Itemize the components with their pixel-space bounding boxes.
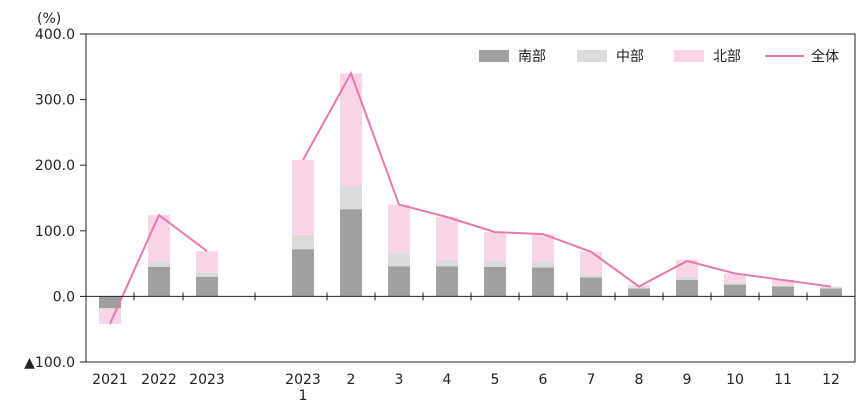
bar-2 <box>340 185 362 210</box>
bar-2 <box>676 276 698 280</box>
y-axis-unit: (%) <box>37 11 61 27</box>
x-tick-label: 3 <box>395 372 404 388</box>
x-tick-label: 11 <box>774 372 792 388</box>
axes-group: 400.0 300.0 200.0 100.0 0.0 ▲100.0 2021 2022 202… <box>24 27 856 401</box>
plot-frame <box>85 33 856 363</box>
legend-label-3: 北部 <box>713 49 741 65</box>
bars-group <box>99 73 842 324</box>
x-tick-label: 7 <box>587 372 596 388</box>
x-tick-label: 8 <box>635 372 644 388</box>
bar-1 <box>772 286 794 297</box>
legend-label-2: 中部 <box>616 49 644 65</box>
y-tick-label: 0.0 <box>53 289 75 305</box>
y-tick-label: ▲100.0 <box>24 355 75 371</box>
x-tick-label: 2 <box>347 372 356 388</box>
bar-2 <box>772 285 794 287</box>
x-tick-label: 5 <box>491 372 500 388</box>
x-tick-label: 2023 <box>189 372 225 388</box>
bar-2 <box>484 260 506 267</box>
bar-2 <box>724 282 746 285</box>
bar-1 <box>820 288 842 297</box>
bar-1 <box>340 209 362 297</box>
bar-2 <box>388 253 410 267</box>
y-tick-label: 400.0 <box>35 27 75 43</box>
bar-2 <box>99 308 121 311</box>
bar-2 <box>436 259 458 267</box>
bar-3 <box>436 217 458 260</box>
legend-label-1: 南部 <box>518 49 546 65</box>
bar-2 <box>292 234 314 250</box>
x-tick-label: 10 <box>726 372 744 388</box>
bar-1 <box>532 267 554 297</box>
x-tick-label: 4 <box>443 372 452 388</box>
legend-swatch-3 <box>674 50 704 62</box>
y-tick-label: 100.0 <box>35 224 75 240</box>
bar-2 <box>196 272 218 277</box>
y-tick-label: 200.0 <box>35 158 75 174</box>
bar-2 <box>580 274 602 278</box>
bar-2 <box>148 261 170 267</box>
legend-label-line: 全体 <box>811 48 839 65</box>
x-tick-label: 2021 <box>92 372 128 388</box>
legend-swatch-1 <box>479 50 509 62</box>
bar-3 <box>772 280 794 286</box>
line-series-segment-2 <box>302 70 832 288</box>
x-tick-label: 9 <box>683 372 692 388</box>
bar-1 <box>484 266 506 297</box>
legend-swatch-2 <box>577 50 607 62</box>
x-tick-label: 2022 <box>141 372 177 388</box>
x-tick-label: 6 <box>539 372 548 388</box>
bar-1 <box>196 276 218 297</box>
x-tick-label: 2023 <box>285 372 321 388</box>
bar-3 <box>196 251 218 273</box>
bar-2 <box>628 287 650 289</box>
bar-1 <box>436 266 458 297</box>
line-group <box>109 70 832 325</box>
bar-1 <box>99 296 121 309</box>
bar-1 <box>580 277 602 297</box>
x-tick-label: 12 <box>822 372 840 388</box>
bar-1 <box>724 284 746 297</box>
line-series-segment-1 <box>109 213 208 325</box>
bar-1 <box>388 266 410 297</box>
bar-1 <box>292 249 314 297</box>
bar-2 <box>532 261 554 268</box>
bar-1 <box>148 266 170 297</box>
bar-1 <box>628 288 650 297</box>
bar-3 <box>484 232 506 261</box>
bar-3 <box>724 273 746 283</box>
bar-3 <box>532 234 554 262</box>
bar-3 <box>340 73 362 186</box>
bar-3 <box>388 204 410 254</box>
bar-3 <box>580 251 602 275</box>
bar-3 <box>292 159 314 235</box>
bar-2 <box>820 287 842 289</box>
y-tick-label: 300.0 <box>35 93 75 109</box>
bar-3 <box>820 286 842 288</box>
x-tick-sublabel: 1 <box>299 388 308 401</box>
legend: 南部 中部 北部 全体 <box>479 48 839 65</box>
bar-1 <box>676 280 698 297</box>
